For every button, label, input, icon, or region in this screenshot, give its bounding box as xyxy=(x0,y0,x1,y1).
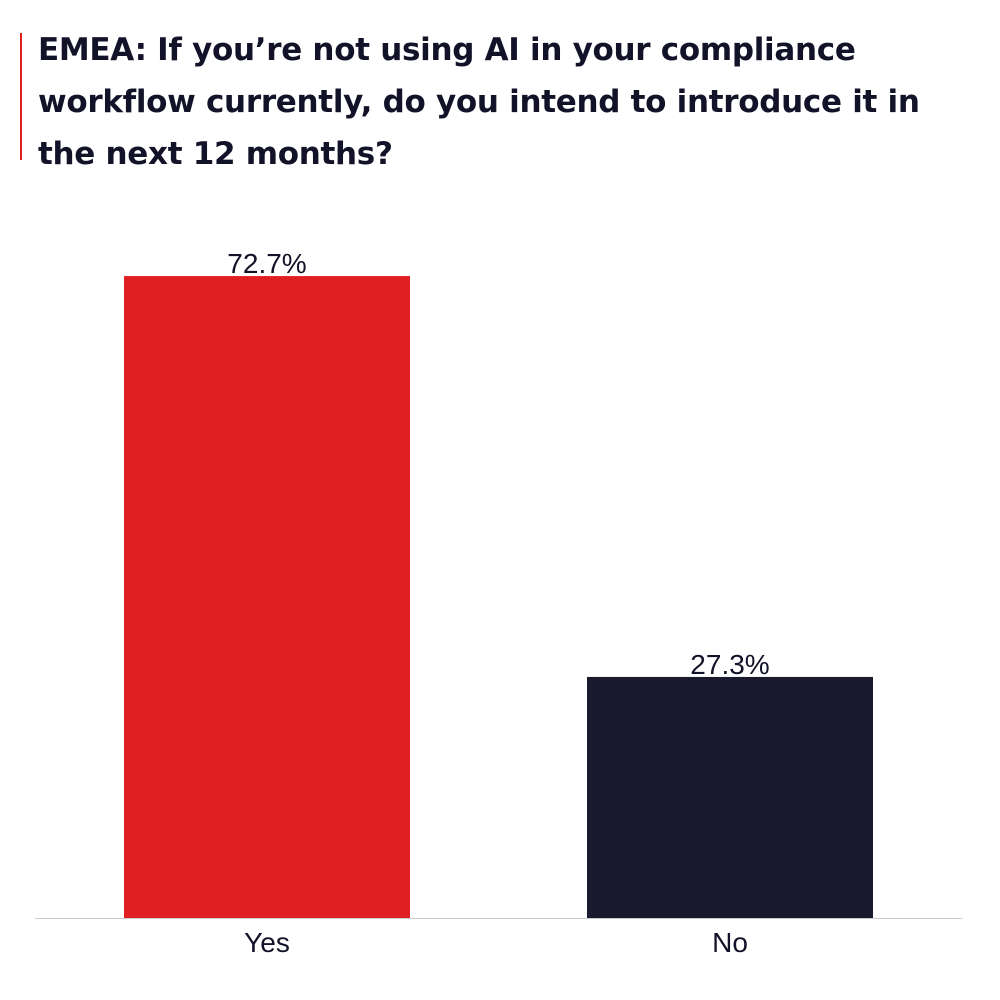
data-label-yes: 72.7% xyxy=(227,248,306,279)
x-tick-label-yes: Yes xyxy=(244,927,290,958)
bars-group: 72.7% Yes 27.3% No xyxy=(124,248,873,958)
x-tick-label-no: No xyxy=(712,927,748,958)
data-label-no: 27.3% xyxy=(690,649,769,680)
bar-no xyxy=(587,676,873,918)
title-accent-rule xyxy=(20,33,22,160)
chart-title: EMEA: If you’re not using AI in your com… xyxy=(38,32,920,172)
bar-yes xyxy=(124,276,410,919)
